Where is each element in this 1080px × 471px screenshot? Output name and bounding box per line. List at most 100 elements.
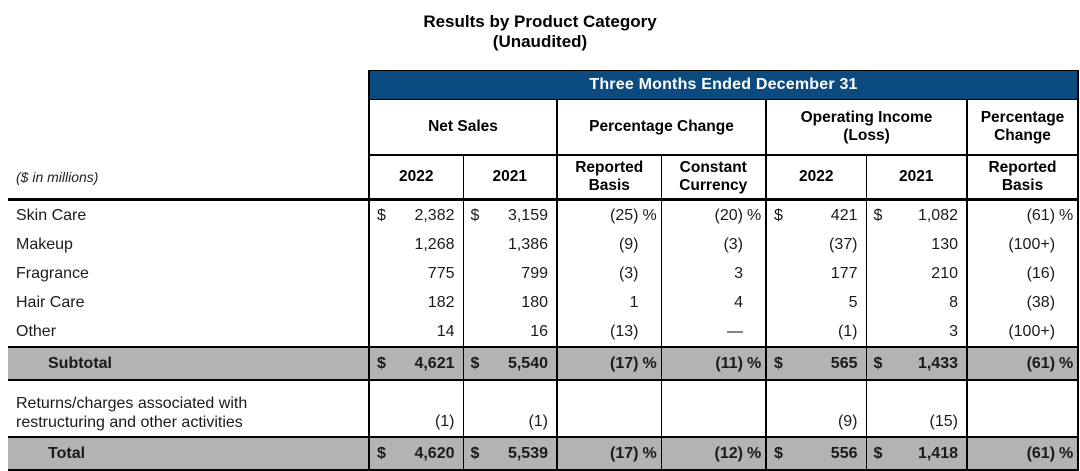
- dollar-sign: $: [873, 206, 883, 224]
- cell: (15): [865, 380, 967, 437]
- cell: —: [660, 317, 766, 347]
- group-net-sales: Net Sales: [368, 99, 558, 156]
- cell: (1): [765, 317, 866, 347]
- cell: (100+): [965, 317, 1080, 347]
- cell: 16: [462, 317, 557, 347]
- dollar-sign: $: [774, 206, 783, 224]
- row-returns-charges: Returns/charges associated with restruct…: [8, 380, 1080, 437]
- cell: $1,433: [865, 346, 967, 381]
- percent-sign: %: [642, 206, 657, 224]
- cell: (17)%: [556, 346, 661, 381]
- cell: $5,540: [462, 346, 557, 381]
- col-net-sales-2022: 2022: [368, 155, 463, 201]
- cell: 210: [865, 259, 967, 288]
- row-label: Skin Care: [16, 206, 87, 224]
- row-label: Fragrance: [16, 264, 89, 282]
- row-makeup: Makeup 1,268 1,386 (9) (3) (37) 130 (100…: [8, 230, 1080, 259]
- cell: (61)%: [965, 436, 1080, 471]
- em-dash: —: [727, 322, 743, 340]
- cell: (61)%: [965, 346, 1080, 381]
- cell: $2,382: [368, 199, 463, 230]
- cell: (20)%: [660, 199, 766, 230]
- row-label: Makeup: [16, 235, 73, 253]
- cell: (100+): [965, 230, 1080, 259]
- col-reported-basis: Reported Basis: [556, 155, 661, 201]
- column-header-row: ($ in millions) 2022 2021 Reported Basis…: [8, 155, 1080, 201]
- cell: [556, 380, 661, 437]
- cell: (1): [368, 380, 463, 437]
- report-title-line2: (Unaudited): [492, 32, 588, 51]
- col-net-sales-2021: 2021: [462, 155, 557, 201]
- group-header-spacer: [8, 100, 369, 156]
- cell: (25)%: [556, 199, 661, 230]
- cell: $1,082: [865, 199, 967, 230]
- group-header-row: Net Sales Percentage Change Operating In…: [8, 99, 1080, 156]
- group-operating-income: Operating Income (Loss): [765, 99, 968, 156]
- cell: $421: [765, 199, 866, 230]
- row-subtotal: Subtotal $4,621 $5,540 (17)% (11)% $565 …: [8, 346, 1080, 381]
- row-fragrance: Fragrance 775 799 (3) 3 177 210 (16): [8, 259, 1080, 288]
- row-label: Other: [16, 322, 57, 340]
- cell: (16): [965, 259, 1080, 288]
- banner-spacer: [8, 71, 369, 100]
- cell: (9): [765, 380, 866, 437]
- cell: (37): [765, 230, 866, 259]
- group-percentage-change-2: Percentage Change: [965, 99, 1080, 156]
- units-note: ($ in millions): [8, 155, 369, 201]
- cell: (3): [660, 230, 766, 259]
- cell: $4,620: [368, 436, 463, 471]
- cell: 1: [556, 288, 661, 317]
- dollar-sign: $: [470, 206, 480, 224]
- cell: (13): [556, 317, 661, 347]
- row-hair-care: Hair Care 182 180 1 4 5 8 (38): [8, 288, 1080, 317]
- cell: 14: [368, 317, 463, 347]
- report-title: Results by Product Category (Unaudited): [0, 12, 1080, 52]
- col-oi-2022: 2022: [765, 155, 866, 201]
- cell: 8: [865, 288, 967, 317]
- cell: 130: [865, 230, 967, 259]
- cell: 1,386: [462, 230, 557, 259]
- col-oi-2021: 2021: [865, 155, 967, 201]
- row-label: Hair Care: [16, 293, 85, 311]
- cell: 4: [660, 288, 766, 317]
- cell: (1): [462, 380, 557, 437]
- cell: (12)%: [660, 436, 766, 471]
- cell: $5,539: [462, 436, 557, 471]
- cell: 799: [462, 259, 557, 288]
- row-skin-care: Skin Care $2,382 $3,159 (25)% (20)% $421…: [8, 199, 1080, 230]
- cell: $4,621: [368, 346, 463, 381]
- cell: (3): [556, 259, 661, 288]
- dollar-sign: $: [377, 206, 386, 224]
- cell: 180: [462, 288, 557, 317]
- banner-row: Three Months Ended December 31: [8, 70, 1080, 100]
- group-percentage-change: Percentage Change: [556, 99, 767, 156]
- cell: $556: [765, 436, 866, 471]
- row-label: Total: [8, 436, 369, 471]
- cell: 3: [865, 317, 967, 347]
- period-banner: Three Months Ended December 31: [367, 70, 1080, 100]
- cell: (17)%: [556, 436, 661, 471]
- cell: 177: [765, 259, 866, 288]
- cell: [660, 380, 766, 437]
- percent-sign: %: [1059, 206, 1074, 224]
- cell: 182: [368, 288, 463, 317]
- report-title-line1: Results by Product Category: [423, 12, 657, 31]
- col-reported-basis-2: Reported Basis: [965, 155, 1080, 201]
- results-table: Three Months Ended December 31 Net Sales…: [8, 70, 1080, 471]
- cell: $1,418: [865, 436, 967, 471]
- cell: 3: [660, 259, 766, 288]
- cell: (9): [556, 230, 661, 259]
- cell: $565: [765, 346, 866, 381]
- row-total: Total $4,620 $5,539 (17)% (12)% $556 $1,…: [8, 436, 1080, 471]
- cell: (11)%: [660, 346, 766, 381]
- percent-sign: %: [747, 206, 762, 224]
- cell: 5: [765, 288, 866, 317]
- cell: (61)%: [965, 199, 1080, 230]
- row-label: Subtotal: [8, 346, 369, 381]
- col-constant-currency: Constant Currency: [660, 155, 766, 201]
- cell: 1,268: [368, 230, 463, 259]
- cell: $3,159: [462, 199, 557, 230]
- row-label: Returns/charges associated with restruct…: [16, 395, 248, 431]
- cell: 775: [368, 259, 463, 288]
